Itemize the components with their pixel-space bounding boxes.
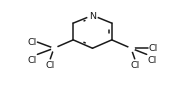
Text: Cl: Cl: [28, 38, 37, 47]
Text: N: N: [89, 12, 96, 21]
Text: Cl: Cl: [46, 60, 55, 69]
Text: Cl: Cl: [130, 60, 139, 69]
Text: Cl: Cl: [148, 56, 157, 65]
Text: Cl: Cl: [28, 56, 37, 65]
Text: Cl: Cl: [148, 44, 157, 53]
